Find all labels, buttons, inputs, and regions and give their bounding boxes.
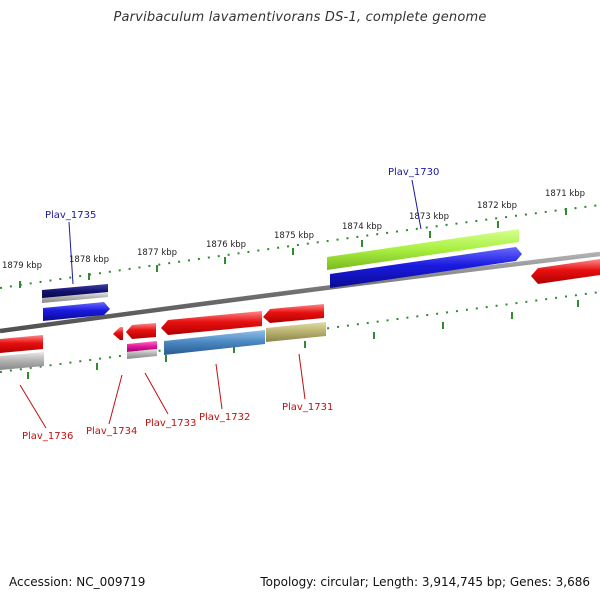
kbp-label-1874: 1874 kbp — [342, 222, 382, 232]
lower-major-ticks — [27, 300, 579, 379]
gene-plav-1734[interactable] — [113, 327, 123, 340]
gene-1732-red — [161, 311, 262, 335]
gene-1735-navy — [42, 284, 108, 299]
gene-1736-red — [0, 335, 43, 353]
gene-plav-1730[interactable] — [327, 229, 522, 288]
gene-label-plav-1735[interactable]: Plav_1735 — [45, 210, 96, 221]
gene-label-plav-1733[interactable]: Plav_1733 — [145, 418, 196, 429]
kbp-label-1879: 1879 kbp — [2, 261, 42, 271]
gene-plav-1731[interactable] — [263, 304, 326, 342]
leader-1731 — [298, 353, 306, 400]
kbp-label-1875: 1875 kbp — [274, 231, 314, 241]
gene-1733-magenta — [127, 341, 157, 352]
gene-right-edge[interactable] — [531, 259, 600, 284]
gene-1736-grey — [0, 352, 44, 370]
kbp-label-1878: 1878 kbp — [69, 255, 109, 265]
kbp-label-1873: 1873 kbp — [409, 212, 449, 222]
leader-1734 — [108, 374, 123, 425]
accession-text: Accession: NC_009719 — [9, 575, 146, 589]
gene-plav-1736[interactable] — [0, 335, 44, 370]
gene-plav-1735[interactable] — [42, 284, 110, 321]
leader-1730 — [411, 179, 422, 230]
upper-tick-track — [0, 204, 600, 289]
gene-1730-blue — [330, 247, 522, 288]
kbp-label-1871: 1871 kbp — [545, 189, 585, 199]
gene-right-edge-red — [531, 259, 600, 284]
gene-label-plav-1732[interactable]: Plav_1732 — [199, 412, 250, 423]
genome-backbone — [0, 251, 600, 334]
leader-1736 — [19, 384, 47, 429]
gene-1734-red — [113, 327, 123, 340]
kbp-label-1876: 1876 kbp — [206, 240, 246, 250]
gene-label-plav-1730[interactable]: Plav_1730 — [388, 167, 439, 178]
gene-1732-steel — [164, 330, 265, 355]
lower-tick-track — [0, 291, 600, 373]
gene-1735-grey — [42, 292, 108, 303]
kbp-label-1877: 1877 kbp — [137, 248, 177, 258]
gene-1731-khaki — [266, 322, 326, 342]
gene-label-plav-1736[interactable]: Plav_1736 — [22, 431, 73, 442]
map-title: Parvibaculum lavamentivorans DS-1, compl… — [113, 10, 487, 25]
gene-plav-1732[interactable] — [161, 311, 265, 355]
gene-1735-blue — [43, 302, 110, 321]
kbp-label-1872: 1872 kbp — [477, 201, 517, 211]
gene-label-plav-1734[interactable]: Plav_1734 — [86, 426, 137, 437]
gene-1730-lime — [327, 229, 519, 270]
gene-1731-red — [263, 304, 324, 323]
leader-1733 — [144, 372, 169, 415]
upper-major-ticks — [19, 208, 567, 288]
leader-1732 — [215, 363, 223, 410]
leader-1735 — [68, 221, 74, 285]
topology-text: Topology: circular; Length: 3,914,745 bp… — [260, 575, 590, 589]
gene-1733-grey — [127, 349, 157, 359]
gene-1733-red — [126, 323, 156, 339]
gene-label-plav-1731[interactable]: Plav_1731 — [282, 402, 333, 413]
gene-plav-1733[interactable] — [126, 323, 157, 359]
